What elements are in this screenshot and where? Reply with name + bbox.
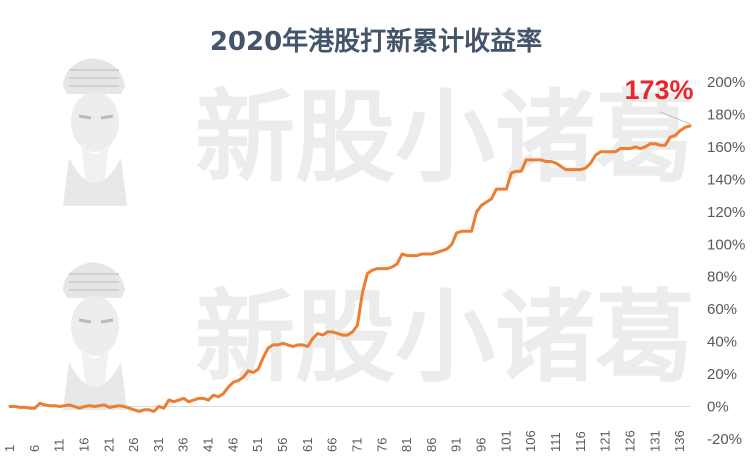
x-tick-label: 86: [424, 438, 439, 452]
x-tick-label: 101: [498, 430, 513, 452]
y-tick-label: 180%: [707, 106, 745, 123]
y-tick-label: 20%: [707, 366, 737, 383]
x-axis: 1 6 11 16 21 26 31 36 41 46 51 56 61 66 71 76 81 86 91 96 10…: [2, 430, 687, 452]
y-axis: -20% 0% 20% 40% 60% 80% 100% 120% 140% 160% 180% 20…: [707, 74, 745, 448]
x-tick-label: 96: [474, 438, 489, 452]
y-tick-label: 120%: [707, 204, 745, 221]
y-tick-label: 140%: [707, 171, 745, 188]
final-label-leader: [659, 111, 691, 125]
x-tick-label: 16: [76, 438, 91, 452]
y-tick-label: -20%: [707, 431, 742, 448]
x-tick-label: 106: [523, 430, 538, 452]
x-tick-label: 66: [325, 438, 340, 452]
x-tick-label: 131: [647, 430, 662, 452]
mascot-icon: [63, 262, 127, 410]
x-tick-label: 136: [672, 430, 687, 452]
x-tick-label: 11: [52, 439, 67, 453]
x-tick-label: 61: [300, 438, 315, 452]
x-tick-label: 71: [349, 438, 364, 452]
x-tick-label: 91: [449, 438, 464, 452]
x-tick-label: 116: [573, 431, 588, 452]
x-tick-label: 76: [374, 438, 389, 452]
y-tick-label: 160%: [707, 139, 745, 156]
watermark-layer: 新股小诸葛 新股小诸葛: [63, 58, 695, 410]
x-tick-label: 41: [201, 438, 216, 452]
x-tick-label: 111: [548, 432, 563, 452]
chart-title: 2020年港股打新累计收益率: [210, 26, 542, 57]
y-tick-label: 80%: [707, 269, 737, 286]
x-tick-label: 126: [622, 430, 637, 452]
x-tick-label: 6: [27, 445, 42, 452]
x-tick-label: 51: [250, 438, 265, 452]
x-tick-label: 1: [2, 445, 17, 452]
watermark-text: 新股小诸葛: [195, 279, 695, 396]
final-value-label: 173%: [624, 75, 693, 105]
y-tick-label: 40%: [707, 334, 737, 351]
x-tick-label: 21: [101, 438, 116, 452]
x-tick-label: 56: [275, 438, 290, 452]
y-tick-label: 200%: [707, 74, 745, 91]
series-line: [8, 124, 692, 413]
y-tick-label: 60%: [707, 301, 737, 318]
mascot-icon: [63, 58, 127, 206]
y-tick-label: 0%: [707, 399, 729, 416]
x-tick-label: 46: [225, 438, 240, 452]
x-tick-label: 36: [176, 438, 191, 452]
y-tick-label: 100%: [707, 236, 745, 253]
x-tick-label: 26: [126, 438, 141, 452]
watermark-text: 新股小诸葛: [195, 79, 695, 196]
x-tick-label: 121: [598, 430, 613, 452]
x-tick-label: 81: [399, 438, 414, 452]
x-tick-label: 31: [151, 438, 166, 452]
